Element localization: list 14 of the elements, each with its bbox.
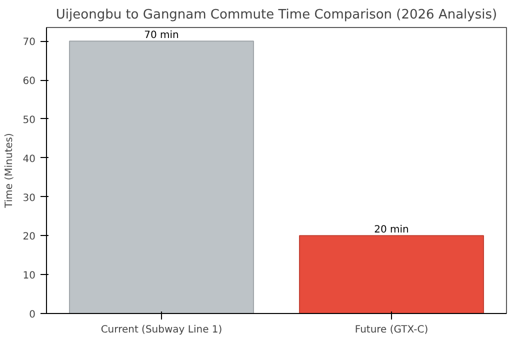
y-tick-label: 20 (22, 232, 36, 243)
y-tick-label: 50 (22, 114, 36, 126)
y-tick-label: 60 (22, 76, 36, 88)
y-tick-label: 70 (22, 37, 36, 48)
y-tick-label: 0 (29, 310, 36, 320)
data-label: 70 min (144, 30, 179, 42)
y-tick-label: 30 (22, 192, 36, 204)
y-tick-label: 10 (22, 270, 36, 282)
chart-title: Uijeongbu to Gangnam Commute Time Comparison (2026 Analysis) (56, 8, 498, 22)
x-tick-label: Current (Subway Line 1) (100, 324, 222, 336)
x-tick-label: Future (GTX-C) (354, 324, 428, 336)
y-tick-label: 40 (22, 154, 36, 165)
data-label: 20 min (374, 224, 409, 236)
y-axis-title: Time (Minutes) (4, 132, 15, 209)
